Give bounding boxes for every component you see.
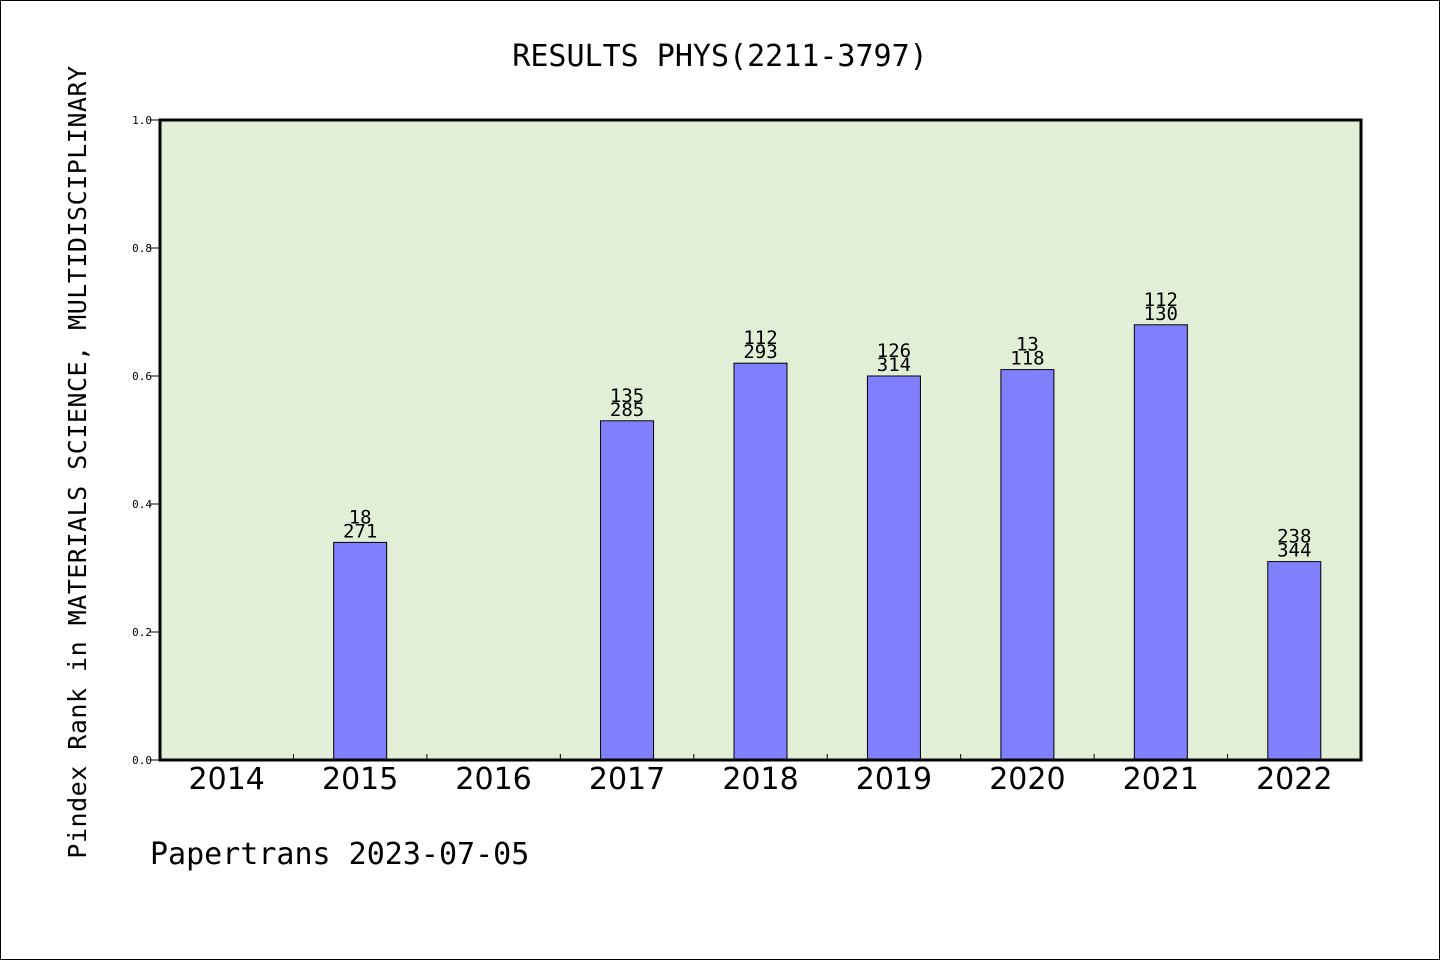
bar-label-top: 135	[610, 385, 644, 407]
bar	[1000, 369, 1055, 761]
bar-label-bottom: 130	[1144, 303, 1178, 325]
bar-label-bottom: 293	[743, 341, 777, 363]
x-tick-label: 2022	[1256, 762, 1332, 797]
x-axis: 2014 2015 2016 2017 2018 2019 2020 2021 2022	[189, 754, 1332, 797]
y-tick-label: 0.6	[132, 370, 152, 383]
bar	[333, 541, 388, 761]
bar-label-bottom: 118	[1010, 348, 1044, 370]
chart-title: RESULTS PHYS(2211-3797)	[512, 39, 927, 74]
x-tick-label: 2017	[589, 762, 665, 797]
bar-label-top: 126	[877, 340, 911, 362]
y-tick-label: 0.4	[132, 498, 152, 511]
y-tick-label: 0.0	[132, 754, 152, 767]
plot-border	[158, 118, 1363, 762]
bar-label-top: 13	[1016, 334, 1039, 356]
bar-label-top: 112	[743, 327, 777, 349]
bar	[866, 375, 921, 761]
x-tick-label: 2016	[455, 762, 531, 797]
y-axis: 0.0 0.2 0.4 0.6 0.8 1.0	[132, 114, 160, 767]
bar-label-bottom: 344	[1277, 540, 1311, 562]
footer-credit: Papertrans 2023-07-05	[150, 837, 529, 872]
bar	[1267, 561, 1322, 761]
bar-label-top: 238	[1277, 526, 1311, 548]
x-tick-label: 2018	[722, 762, 798, 797]
bar-label-top: 112	[1144, 289, 1178, 311]
y-tick-label: 1.0	[132, 114, 152, 127]
x-tick-label: 2014	[189, 762, 265, 797]
bar-label-bottom: 285	[610, 399, 644, 421]
bar-label-bottom: 314	[877, 354, 911, 376]
y-tick-label: 0.2	[132, 626, 152, 639]
bar	[1133, 324, 1188, 761]
y-axis-label: Pindex Rank in MATERIALS SCIENCE, MULTID…	[63, 65, 92, 858]
x-tick-label: 2019	[856, 762, 932, 797]
bar-label-top: 18	[349, 506, 372, 528]
bar	[733, 362, 788, 761]
x-tick-label: 2020	[989, 762, 1065, 797]
x-tick-label: 2015	[322, 762, 398, 797]
bar-label-bottom: 271	[343, 520, 377, 542]
y-tick-label: 0.8	[132, 242, 152, 255]
x-tick-label: 2021	[1123, 762, 1199, 797]
bar	[600, 420, 655, 761]
